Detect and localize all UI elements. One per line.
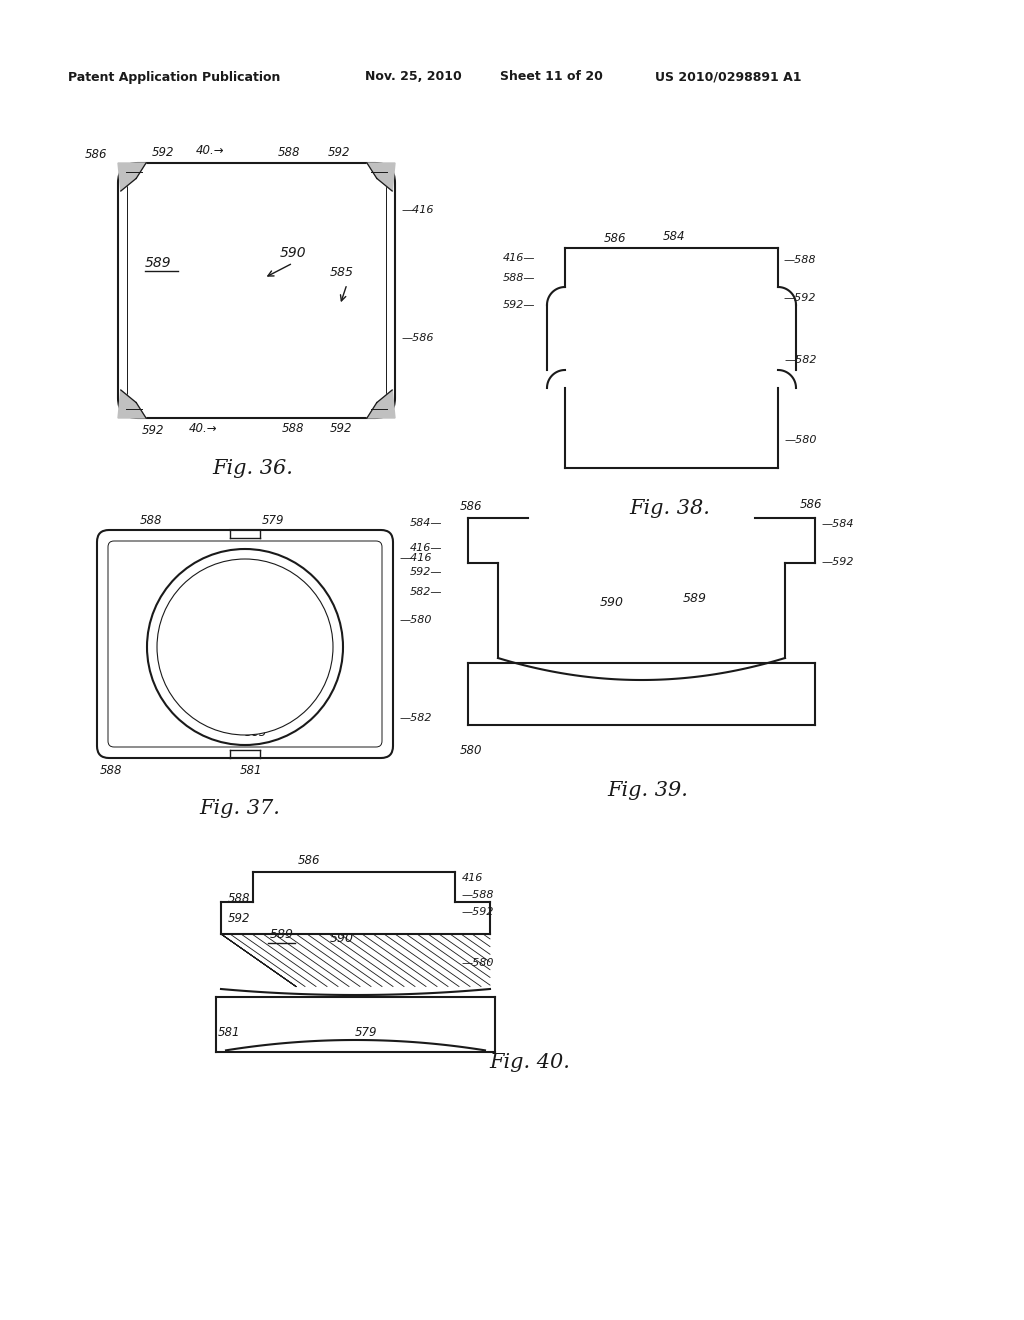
Text: 581: 581 [218,1026,241,1039]
Text: 588: 588 [140,515,163,528]
FancyBboxPatch shape [108,541,382,747]
Text: 588: 588 [282,422,304,436]
Text: Fig. 36.: Fig. 36. [213,458,294,478]
Text: —580: —580 [785,436,817,445]
Text: —588: —588 [784,255,816,265]
Text: 588: 588 [278,147,300,160]
Text: —592: —592 [784,293,816,304]
Text: —416: —416 [402,205,434,215]
Text: —592: —592 [462,907,495,917]
Text: —588: —588 [462,890,495,900]
Text: 588: 588 [228,891,251,904]
Text: 581: 581 [240,763,262,776]
Text: 592: 592 [152,145,174,158]
Text: 592: 592 [328,145,350,158]
Text: 40.→: 40.→ [189,421,218,434]
Polygon shape [367,389,395,418]
Text: Fig. 37.: Fig. 37. [200,799,281,817]
FancyBboxPatch shape [97,531,393,758]
Text: 589: 589 [683,591,707,605]
Text: —584: —584 [822,519,854,529]
Text: 590: 590 [330,932,354,945]
Text: 589: 589 [145,256,172,271]
FancyBboxPatch shape [118,162,395,418]
Text: 592—: 592— [503,300,535,310]
Text: 589: 589 [270,928,294,941]
Text: 586: 586 [298,854,321,867]
Text: 40.→: 40.→ [196,144,224,157]
Text: Patent Application Publication: Patent Application Publication [68,70,281,83]
Text: 416—: 416— [410,543,442,553]
Text: 584—: 584— [410,517,442,528]
Text: 586: 586 [460,500,482,513]
Text: —416: —416 [400,553,432,564]
Text: 579: 579 [355,1026,378,1039]
Text: 416: 416 [462,873,483,883]
Text: Fig. 39.: Fig. 39. [607,780,688,800]
Text: 416—: 416— [503,253,535,263]
Text: 583: 583 [245,726,267,738]
Text: 590: 590 [600,597,624,610]
Text: —582: —582 [785,355,817,366]
Circle shape [157,558,333,735]
Text: 580: 580 [460,743,482,756]
Polygon shape [118,389,146,418]
Text: —580: —580 [400,615,432,624]
Text: 588—: 588— [503,273,535,282]
Text: 585: 585 [330,265,354,279]
Text: 586: 586 [604,231,627,244]
Text: US 2010/0298891 A1: US 2010/0298891 A1 [655,70,802,83]
Polygon shape [367,162,395,191]
Text: —582: —582 [400,713,432,723]
Text: —580: —580 [462,958,495,968]
Text: Fig. 38.: Fig. 38. [630,499,711,517]
Text: Fig. 40.: Fig. 40. [489,1053,570,1072]
Text: 592: 592 [330,421,352,434]
Text: —586: —586 [402,333,434,343]
Text: 592: 592 [228,912,251,924]
Polygon shape [118,162,146,191]
Text: Sheet 11 of 20: Sheet 11 of 20 [500,70,603,83]
Text: 582—: 582— [410,587,442,597]
Text: 579: 579 [262,515,285,528]
Circle shape [147,549,343,744]
Text: —592: —592 [822,557,854,568]
Text: 592: 592 [142,424,165,437]
Text: 584: 584 [663,230,685,243]
Text: 592—: 592— [410,568,442,577]
Text: 590: 590 [280,246,306,260]
Text: Nov. 25, 2010: Nov. 25, 2010 [365,70,462,83]
Text: 586: 586 [800,499,822,511]
Text: 588: 588 [100,763,123,776]
Text: 586: 586 [85,148,108,161]
